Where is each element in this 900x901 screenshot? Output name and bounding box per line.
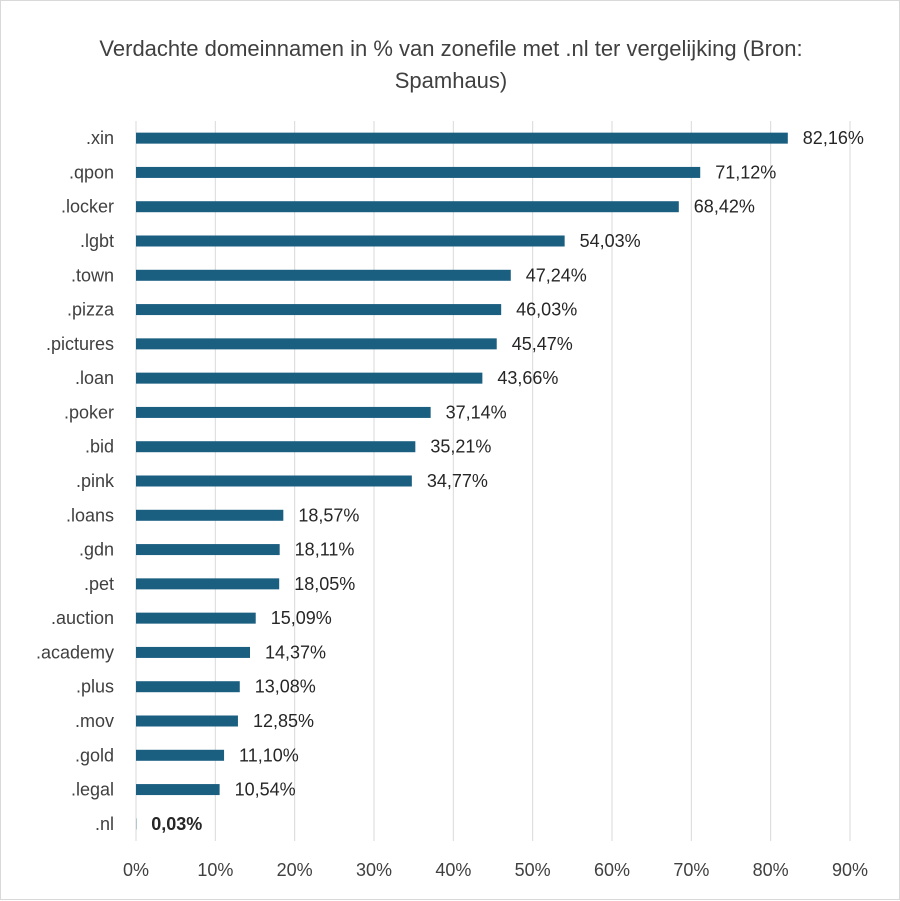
value-label: 18,05% [294,574,355,594]
bar [136,476,412,487]
value-label: 13,08% [255,677,316,697]
value-label: 14,37% [265,642,326,662]
bar [136,613,256,624]
bar [136,510,283,521]
x-axis-tick-labels: 0% 10% 20% 30% 40% 50% 60% 70% 80% 90% [123,860,868,880]
bar [136,304,501,315]
category-label: .gdn [79,540,114,560]
bar [136,201,679,212]
value-label: 10,54% [235,780,296,800]
bar [136,338,497,349]
value-label: 15,09% [271,608,332,628]
x-tick-label: 30% [356,860,392,880]
category-label: .loan [75,368,114,388]
x-tick-label: 70% [673,860,709,880]
value-label: 68,42% [694,197,755,217]
x-tick-label: 20% [277,860,313,880]
value-label: 0,03% [151,814,202,834]
bar [136,544,280,555]
bar [136,270,511,281]
value-label: 47,24% [526,265,587,285]
bar [136,167,700,178]
x-tick-label: 90% [832,860,868,880]
category-label: .mov [75,711,114,731]
value-label: 12,85% [253,711,314,731]
bar [136,681,240,692]
bar [136,407,431,418]
category-label: .pink [76,471,115,491]
category-label: .academy [36,642,114,662]
value-label: 11,10% [239,745,299,765]
bar [136,784,220,795]
value-label: 35,21% [430,437,491,457]
category-label: .pictures [46,334,114,354]
category-label: .plus [76,677,114,697]
value-label: 71,12% [715,162,776,182]
bar [136,133,788,144]
x-tick-label: 40% [435,860,471,880]
bar [136,716,238,727]
value-label: 54,03% [580,231,641,251]
category-label: .qpon [69,162,114,182]
value-label: 34,77% [427,471,488,491]
x-tick-label: 80% [753,860,789,880]
value-label: 46,03% [516,300,577,320]
bar [136,236,565,247]
bar [136,578,279,589]
category-label: .lgbt [80,231,114,251]
category-label: .legal [71,780,114,800]
value-label: 43,66% [497,368,558,388]
category-label: .pizza [67,300,115,320]
bar [136,750,224,761]
bar [136,373,482,384]
category-label: .pet [84,574,114,594]
category-label: .bid [85,437,114,457]
bar [136,441,415,452]
x-tick-label: 0% [123,860,149,880]
value-label: 82,16% [803,128,864,148]
category-label: .nl [95,814,114,834]
value-label: 37,14% [446,402,507,422]
category-label: .town [71,265,114,285]
category-label: .auction [51,608,114,628]
category-label: .gold [75,745,114,765]
x-tick-label: 10% [197,860,233,880]
category-label: .poker [64,402,114,422]
value-label: 18,57% [298,505,359,525]
value-label: 45,47% [512,334,573,354]
bar [136,647,250,658]
x-tick-label: 60% [594,860,630,880]
x-tick-label: 50% [515,860,551,880]
category-label: .xin [86,128,114,148]
category-label: .loans [66,505,114,525]
category-labels: .xin .qpon .locker .lgbt .town .pizza .picture… [36,128,115,834]
value-label: 18,11% [295,540,355,560]
category-label: .locker [61,197,114,217]
